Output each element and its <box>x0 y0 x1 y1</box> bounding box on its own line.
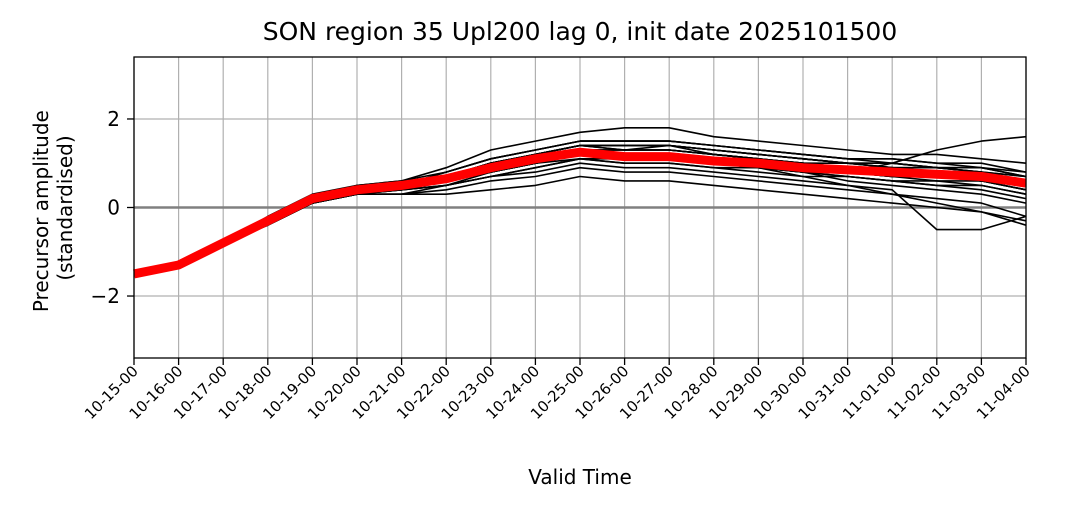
y-tick-label: 0 <box>107 196 120 220</box>
y-axis-ticks: 2 0 −2 <box>91 107 134 308</box>
chart-title: SON region 35 Upl200 lag 0, init date 20… <box>263 17 898 46</box>
y-axis-label-line-2: (standardised) <box>53 135 77 280</box>
y-tick-label: −2 <box>91 284 120 308</box>
ensemble-mean-line <box>133 147 1027 279</box>
y-axis-label: Precursor amplitude (standardised) <box>29 104 77 312</box>
x-axis-ticks: 10-15-0010-16-0010-17-0010-18-0010-19-00… <box>81 358 1034 423</box>
y-tick-label: 2 <box>107 107 120 131</box>
x-axis-label: Valid Time <box>528 465 632 489</box>
y-axis-label-line-1: Precursor amplitude <box>29 110 53 312</box>
